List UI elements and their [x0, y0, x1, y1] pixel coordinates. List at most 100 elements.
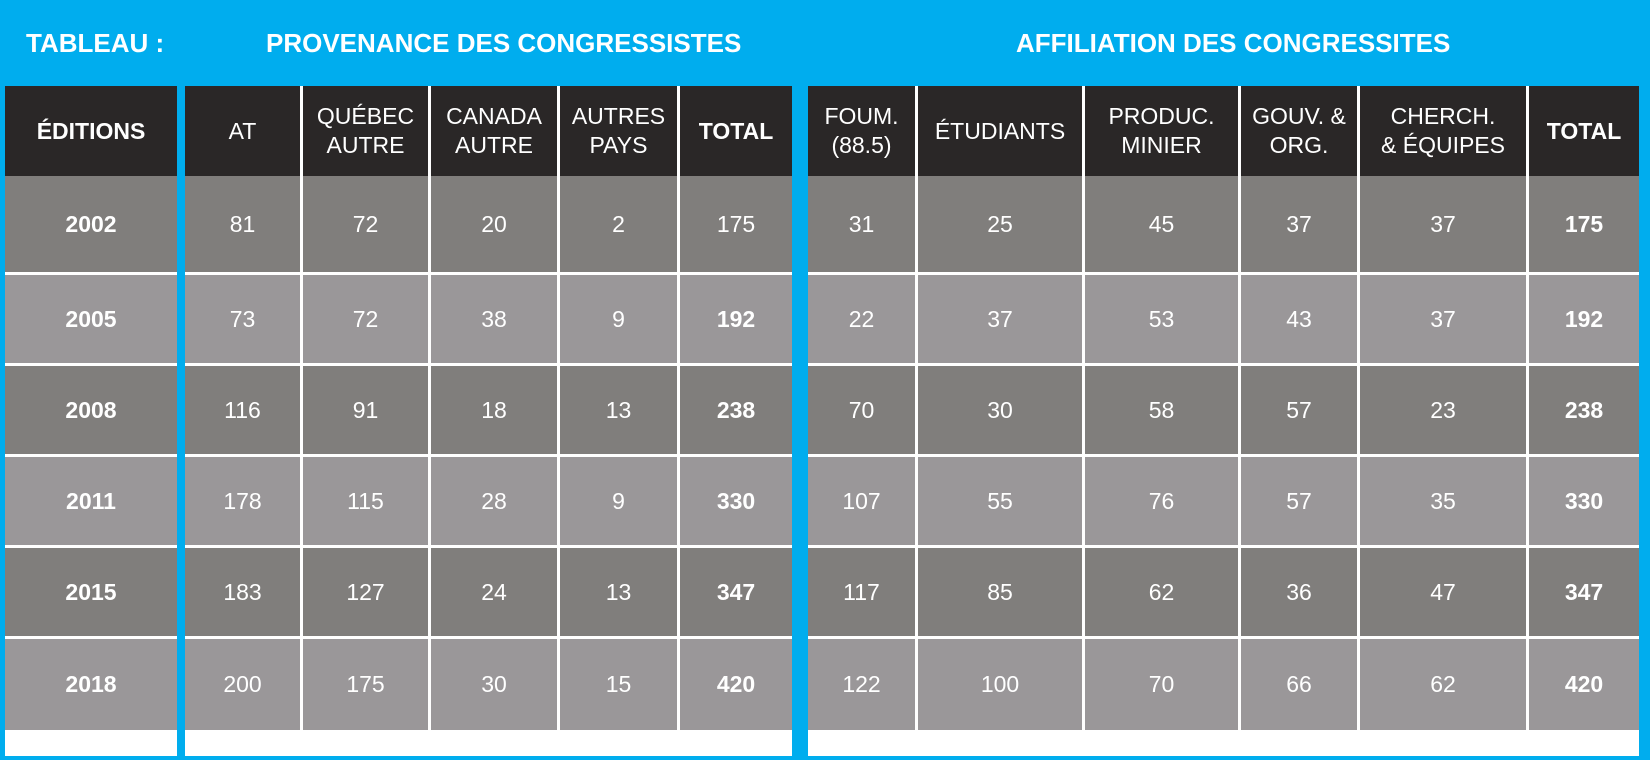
provenance-cell: 175	[680, 176, 792, 272]
affiliation-header-5: TOTAL	[1529, 86, 1639, 176]
edition-year: 2005	[5, 275, 177, 363]
affiliation-cell: 107	[808, 457, 915, 545]
provenance-cell: 238	[680, 366, 792, 454]
title-bar: TABLEAU : PROVENANCE DES CONGRESSISTES A…	[0, 0, 1650, 86]
affiliation-cell: 70	[808, 366, 915, 454]
provenance-cell: 13	[560, 366, 677, 454]
affiliation-header-text: CHERCH. & ÉQUIPES	[1381, 102, 1505, 160]
affiliation-cell: 37	[1360, 176, 1526, 272]
affiliation-cell: 25	[918, 176, 1082, 272]
provenance-cell: 38	[431, 275, 557, 363]
affiliation-cell: 53	[1085, 275, 1238, 363]
affiliation-cell: 122	[808, 639, 915, 730]
header-line: AT	[228, 117, 257, 144]
provenance-cell: 175	[303, 639, 428, 730]
provenance-cell: 20	[431, 176, 557, 272]
provenance-cell: 2	[560, 176, 677, 272]
header-line: (88.5)	[831, 132, 892, 158]
provenance-cell: 13	[560, 548, 677, 636]
header-line: AUTRE	[455, 132, 533, 158]
affiliation-header-2: PRODUC. MINIER	[1085, 86, 1238, 176]
affiliation-cell: 43	[1241, 275, 1357, 363]
affiliation-cell: 45	[1085, 176, 1238, 272]
header-line: PRODUC.	[1108, 103, 1215, 130]
provenance-cell: 91	[303, 366, 428, 454]
affiliation-header-text: PRODUC. MINIER	[1108, 102, 1214, 160]
affiliation-header-text: GOUV. & ORG.	[1252, 102, 1346, 160]
editions-column: ÉDITIONS 2002 2005 2008 2011 2015 2018	[5, 86, 177, 756]
affiliation-header-3: GOUV. & ORG.	[1241, 86, 1357, 176]
affiliation-cell: 76	[1085, 457, 1238, 545]
provenance-title: PROVENANCE DES CONGRESSISTES	[266, 28, 742, 58]
header-line: FOUM.	[824, 103, 899, 130]
provenance-cell: 200	[185, 639, 300, 730]
affiliation-cell: 22	[808, 275, 915, 363]
provenance-cell: 330	[680, 457, 792, 545]
editions-header: ÉDITIONS	[5, 86, 177, 176]
provenance-header-2: CANADA AUTRE	[431, 86, 557, 176]
affiliation-cell: 62	[1085, 548, 1238, 636]
provenance-cell: 192	[680, 275, 792, 363]
provenance-cell: 81	[185, 176, 300, 272]
table-label: TABLEAU :	[26, 28, 165, 58]
provenance-cell: 127	[303, 548, 428, 636]
header-line: ORG.	[1269, 132, 1329, 158]
header-line: TOTAL	[1546, 117, 1622, 144]
affiliation-header-0: FOUM. (88.5)	[808, 86, 915, 176]
affiliation-cell: 37	[918, 275, 1082, 363]
provenance-cell: 178	[185, 457, 300, 545]
provenance-header-text: QUÉBEC AUTRE	[317, 102, 414, 160]
affiliation-table: FOUM. (88.5) ÉTUDIANTS PRODUC. MINIER GOUV. &…	[808, 86, 1639, 756]
affiliation-cell: 57	[1241, 366, 1357, 454]
affiliation-cell: 47	[1360, 548, 1526, 636]
provenance-cell: 347	[680, 548, 792, 636]
provenance-cell: 116	[185, 366, 300, 454]
provenance-cell: 24	[431, 548, 557, 636]
provenance-header-text: AUTRES PAYS	[572, 102, 665, 160]
header-line: ÉTUDIANTS	[934, 117, 1066, 144]
provenance-cell: 30	[431, 639, 557, 730]
affiliation-cell: 192	[1529, 275, 1639, 363]
affiliation-cell: 37	[1241, 176, 1357, 272]
provenance-table: AT QUÉBEC AUTRE CANADA AUTRE AUTRES PAYS TOTAL 8…	[185, 86, 792, 756]
affiliation-title: AFFILIATION DES CONGRESSITES	[1016, 28, 1451, 58]
provenance-cell: 18	[431, 366, 557, 454]
affiliation-cell: 23	[1360, 366, 1526, 454]
affiliation-header-text: TOTAL	[1547, 117, 1622, 146]
affiliation-cell: 57	[1241, 457, 1357, 545]
provenance-cell: 28	[431, 457, 557, 545]
provenance-cell: 72	[303, 176, 428, 272]
edition-year: 2018	[5, 639, 177, 730]
affiliation-cell: 35	[1360, 457, 1526, 545]
edition-year: 2008	[5, 366, 177, 454]
header-line: GOUV. &	[1252, 103, 1346, 130]
affiliation-header-text: ÉTUDIANTS	[935, 117, 1065, 146]
affiliation-cell: 62	[1360, 639, 1526, 730]
provenance-cell: 115	[303, 457, 428, 545]
edition-year: 2011	[5, 457, 177, 545]
provenance-cell: 9	[560, 275, 677, 363]
provenance-cell: 183	[185, 548, 300, 636]
provenance-header-text: CANADA AUTRE	[446, 102, 542, 160]
affiliation-header-text: FOUM. (88.5)	[824, 102, 898, 160]
edition-year: 2015	[5, 548, 177, 636]
affiliation-cell: 85	[918, 548, 1082, 636]
provenance-header-0: AT	[185, 86, 300, 176]
affiliation-header-4: CHERCH. & ÉQUIPES	[1360, 86, 1526, 176]
header-line: CHERCH.	[1390, 103, 1496, 130]
header-line: TOTAL	[698, 117, 774, 144]
affiliation-cell: 420	[1529, 639, 1639, 730]
provenance-cell: 9	[560, 457, 677, 545]
header-line: AUTRES	[571, 103, 666, 130]
affiliation-cell: 238	[1529, 366, 1639, 454]
affiliation-cell: 70	[1085, 639, 1238, 730]
affiliation-cell: 36	[1241, 548, 1357, 636]
affiliation-cell: 37	[1360, 275, 1526, 363]
affiliation-cell: 66	[1241, 639, 1357, 730]
provenance-header-4: TOTAL	[680, 86, 792, 176]
header-line: AUTRE	[326, 132, 405, 158]
header-line: MINIER	[1121, 132, 1202, 158]
affiliation-cell: 175	[1529, 176, 1639, 272]
affiliation-cell: 30	[918, 366, 1082, 454]
header-line: CANADA	[446, 103, 542, 130]
